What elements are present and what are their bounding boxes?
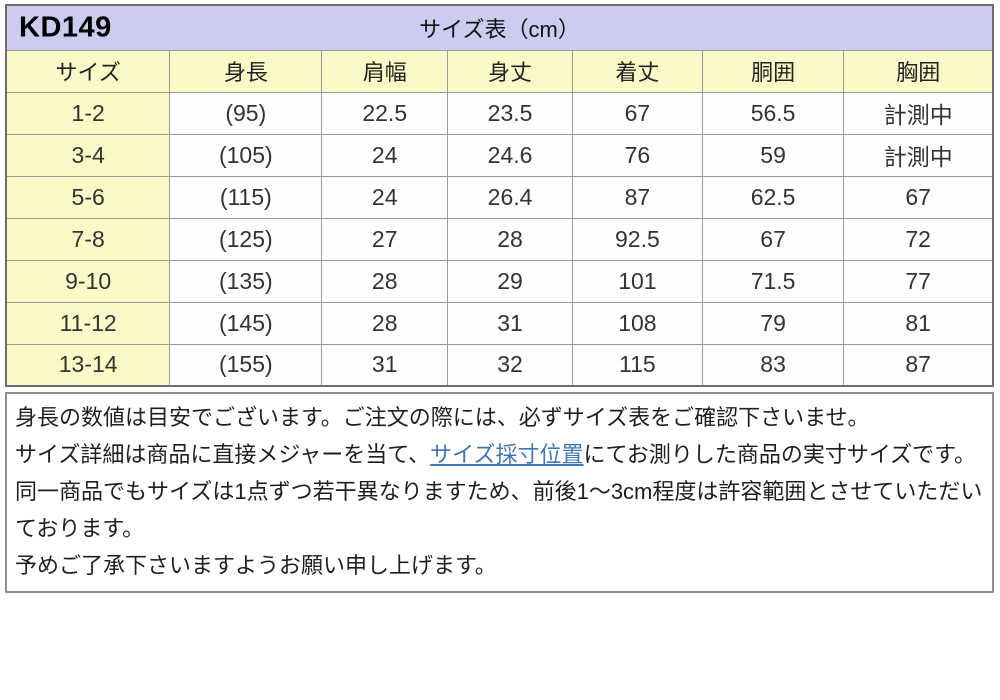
table-cell: 1-2 [5,91,171,135]
table-cell: 27 [321,217,449,261]
table-cell: 29 [447,259,573,303]
table-row: 1-2 (95) 22.5 23.5 67 56.5 計測中 [5,91,994,135]
column-header-garment-length: 着丈 [571,49,703,93]
table-cell: 79 [701,301,845,345]
table-title: サイズ表（cm） [419,16,580,42]
table-cell: 56.5 [701,91,845,135]
table-cell: 計測中 [843,133,994,177]
table-cell: 115 [571,343,703,387]
table-cell: 13-14 [5,343,171,387]
column-header-shoulder-width: 肩幅 [321,49,449,93]
table-cell: 71.5 [701,259,845,303]
note-line-2-before: サイズ詳細は商品に直接メジャーを当て、 [15,442,431,467]
table-cell: (115) [169,175,323,219]
table-cell: 32 [447,343,573,387]
size-chart-sheet: KD149 サイズ表（cm） サイズ 身長 肩幅 身丈 着丈 胴囲 胸囲 1-2… [5,4,994,593]
table-cell: 77 [843,259,994,303]
table-cell: 3-4 [5,133,171,177]
table-cell: 87 [843,343,994,387]
column-header-size: サイズ [5,49,171,93]
column-header-height: 身長 [169,49,323,93]
table-cell: 11-12 [5,301,171,345]
table-cell: 81 [843,301,994,345]
table-cell: 計測中 [843,91,994,135]
note-line-3: 同一商品でもサイズは1点ずつ若干異なりますため、前後1～3cm程度は許容範囲とさ… [15,479,983,541]
column-header-waist: 胴囲 [701,49,845,93]
table-cell: 24.6 [447,133,573,177]
table-cell: 7-8 [5,217,171,261]
table-cell: 28 [321,301,449,345]
table-row: 5-6 (115) 24 26.4 87 62.5 67 [5,175,994,219]
table-cell: 24 [321,175,449,219]
table-row: 7-8 (125) 27 28 92.5 67 72 [5,217,994,261]
table-cell: 59 [701,133,845,177]
table-cell: 72 [843,217,994,261]
table-cell: (105) [169,133,323,177]
table-cell: (155) [169,343,323,387]
table-cell: 23.5 [447,91,573,135]
table-cell: 108 [571,301,703,345]
table-cell: 83 [701,343,845,387]
table-cell: (135) [169,259,323,303]
table-cell: 76 [571,133,703,177]
column-header-body-length: 身丈 [447,49,573,93]
table-cell: 5-6 [5,175,171,219]
measurement-position-link[interactable]: サイズ採寸位置 [430,442,584,467]
table-cell: 67 [701,217,845,261]
table-row: 11-12 (145) 28 31 108 79 81 [5,301,994,345]
table-cell: 101 [571,259,703,303]
table-cell: 24 [321,133,449,177]
column-header-row: サイズ 身長 肩幅 身丈 着丈 胴囲 胸囲 [5,49,994,93]
table-cell: 92.5 [571,217,703,261]
notes-box: 身長の数値は目安でございます。ご注文の際には、必ずサイズ表をご確認下さいませ。 … [5,392,994,593]
table-cell: 67 [571,91,703,135]
table-row: 13-14 (155) 31 32 115 83 87 [5,343,994,387]
note-line-1: 身長の数値は目安でございます。ご注文の際には、必ずサイズ表をご確認下さいませ。 [15,405,870,430]
table-title-bar: KD149 サイズ表（cm） [5,4,994,51]
table-cell: (125) [169,217,323,261]
note-line-2-after: にてお測りした商品の実寸サイズです。 [583,442,976,467]
table-cell: 87 [571,175,703,219]
product-code: KD149 [19,11,112,44]
table-cell: 67 [843,175,994,219]
table-row: 3-4 (105) 24 24.6 76 59 計測中 [5,133,994,177]
table-cell: 28 [321,259,449,303]
note-line-2: サイズ詳細は商品に直接メジャーを当て、サイズ採寸位置にてお測りした商品の実寸サイ… [15,436,984,473]
size-table: KD149 サイズ表（cm） サイズ 身長 肩幅 身丈 着丈 胴囲 胸囲 1-2… [5,4,994,387]
table-cell: 62.5 [701,175,845,219]
table-cell: (145) [169,301,323,345]
note-line-4: 予めご了承下さいますようお願い申し上げます。 [15,553,497,578]
table-row: 9-10 (135) 28 29 101 71.5 77 [5,259,994,303]
table-cell: 31 [321,343,449,387]
table-cell: 26.4 [447,175,573,219]
title-row: KD149 サイズ表（cm） [5,4,994,51]
column-header-chest: 胸囲 [843,49,994,93]
table-cell: (95) [169,91,323,135]
table-cell: 22.5 [321,91,449,135]
table-cell: 9-10 [5,259,171,303]
table-cell: 28 [447,217,573,261]
table-cell: 31 [447,301,573,345]
